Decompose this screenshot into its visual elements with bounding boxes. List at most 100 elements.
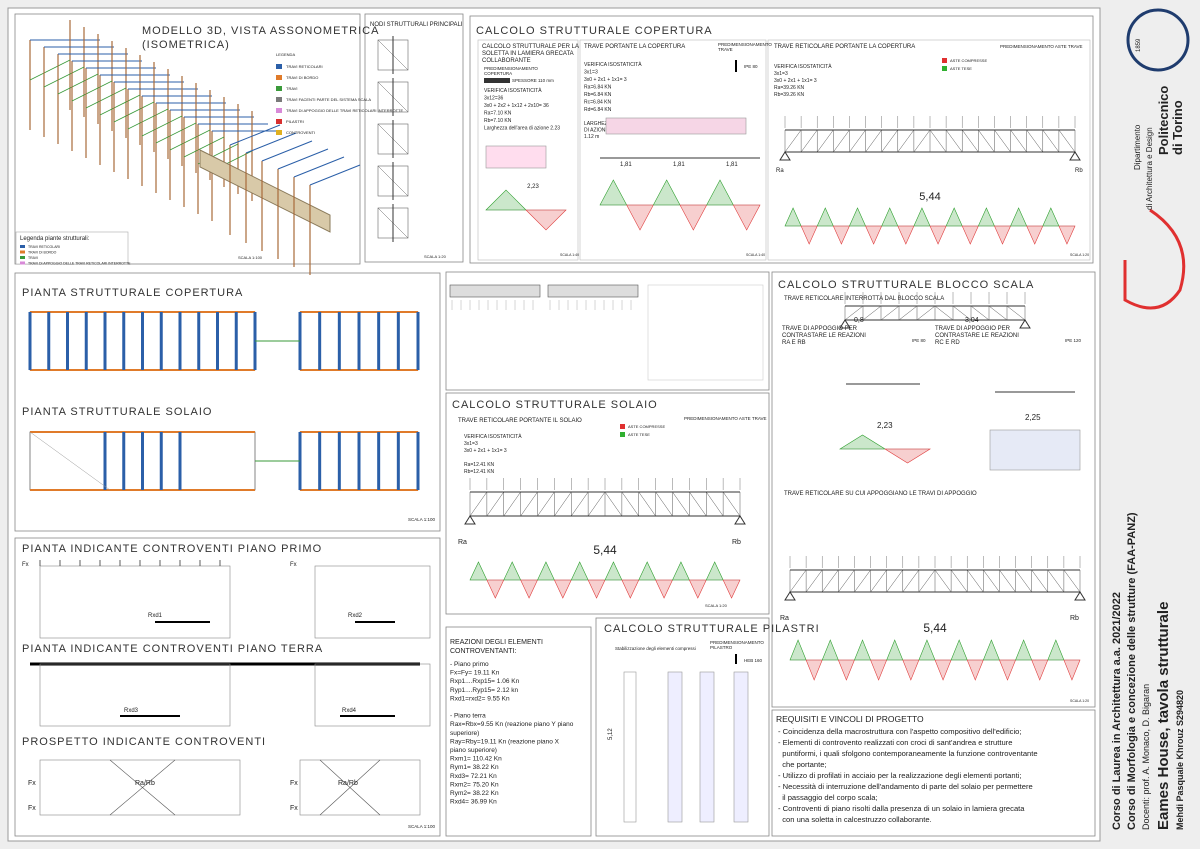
reaction-line: Rxm1= 110.42 Kn — [450, 756, 502, 763]
truss-diagonal — [1026, 129, 1043, 153]
truss-diagonal — [1063, 569, 1081, 593]
side-text: Docenti: prof. A. Monaco, D. Bigaran — [1141, 684, 1151, 830]
beam — [29, 59, 71, 81]
text-line: PREDIMENSIONAMENTO — [484, 66, 538, 71]
beam — [99, 94, 141, 116]
dept-logo — [1123, 208, 1186, 310]
force-diagram — [789, 639, 807, 661]
label: PREDIMENSIONAMENTO ASTE TRAVE — [684, 416, 767, 421]
requirement: - Elementi di controvento realizzati con… — [778, 738, 1012, 747]
sub-title: TRAVE RETICOLARE PORTANTE IL SOLAIO — [458, 418, 582, 424]
truss-diagonal — [988, 305, 1008, 321]
text-line: PREDIMENSIONAMENTO — [710, 640, 764, 645]
label: Ra/Rb — [135, 780, 155, 787]
legend-title: Legenda piante strutturali: — [20, 236, 90, 242]
force-diagram — [520, 579, 538, 599]
deck-section — [449, 284, 541, 298]
force-diagram — [886, 639, 904, 661]
label: IPE 80 — [912, 338, 926, 343]
truss-diagonal — [822, 569, 839, 593]
plan-outline — [314, 565, 431, 639]
panel-bracing — [14, 537, 441, 837]
force-diagram — [655, 579, 673, 599]
legend-swatch — [276, 119, 282, 124]
legend-entry: CONTROVENTI — [286, 130, 315, 135]
elevation — [299, 759, 421, 816]
truss-diagonal — [870, 569, 887, 593]
truss-diagonal — [833, 129, 850, 153]
force-diagram — [865, 225, 883, 245]
sub-panel — [579, 39, 767, 261]
label: Fx — [290, 562, 297, 568]
force-diagram — [486, 579, 505, 599]
label: Fx — [290, 780, 298, 787]
requirement: puntiformi, i quali sfolgono contemporan… — [778, 749, 1038, 758]
truss-diagonal — [1047, 569, 1065, 593]
sub-panel — [767, 39, 1091, 261]
side-text: Eames House, tavola strutturale — [1155, 602, 1172, 830]
force-diagram — [902, 659, 920, 681]
label: PREDIMENSIONAMENTO ASTE TRAVE — [1000, 44, 1083, 49]
force-diagram — [1063, 659, 1081, 681]
force-diagram — [883, 448, 932, 464]
note-block — [647, 284, 764, 381]
label: HEB 160 — [744, 658, 763, 663]
force-diagram — [993, 225, 1012, 245]
shear-diagram — [989, 429, 1081, 471]
requirement: - Coincidenza della macrostruttura con l… — [778, 727, 1022, 736]
label: Ra/Rb — [338, 780, 358, 787]
label: IPE 120 — [1065, 338, 1082, 343]
side-text: Politecnico — [1156, 86, 1171, 155]
legend-swatch — [276, 86, 282, 91]
calc-line: Rb=7.10 KN — [484, 118, 512, 124]
truss-diagonal — [486, 491, 504, 517]
truss-diagonal — [913, 129, 931, 153]
force-diagram — [800, 225, 818, 245]
force-diagram — [945, 207, 963, 227]
cross-brace — [109, 759, 176, 816]
dimension-label: 0,8 — [854, 317, 864, 324]
support — [1069, 151, 1081, 161]
load-diagram — [485, 145, 547, 169]
legend-entry: TRAVI DI BORDO — [28, 251, 57, 255]
dimension-label: 1,81 — [673, 162, 685, 168]
reaction-line: Fx=Fy= 19.11 Kn — [450, 670, 500, 677]
label: SPESSORE 110 mm — [512, 78, 554, 83]
side-text: Dipartimento — [1133, 124, 1142, 170]
truss-diagonal — [1031, 569, 1048, 593]
reaction-line: Rax=Rbx=9.55 Kn (reazione piano Y piano — [450, 721, 574, 728]
truss-diagonal — [865, 129, 882, 153]
legend-swatch — [276, 130, 282, 135]
section-title: CALCOLO STRUTTURALE COPERTURA — [476, 25, 713, 37]
panel-nodes — [364, 13, 464, 263]
beam — [229, 124, 281, 146]
dimension-label: 5,44 — [919, 191, 940, 203]
requirement: che portante; — [778, 760, 827, 769]
calc-line: Rb=39.26 KN — [774, 92, 805, 98]
reaction-line: Rxd3= 72.21 Kn — [450, 773, 497, 780]
legend-box — [15, 231, 129, 265]
beam — [155, 122, 197, 144]
legend-title: LEGENDA — [276, 52, 295, 57]
logo-seal — [1126, 8, 1190, 72]
requirement: con una soletta in calcestruzzo collabor… — [778, 815, 932, 824]
side-text: Corso di Morfologia e concezione delle s… — [1126, 512, 1138, 830]
section-title: PROSPETTO INDICANTE CONTROVENTI — [22, 736, 266, 748]
label: Ra — [776, 168, 784, 174]
label: IPE 80 — [744, 64, 758, 69]
truss-diagonal — [706, 491, 724, 517]
panel-reactions — [445, 626, 592, 837]
truss-diagonal — [849, 129, 866, 153]
cross-brace — [319, 759, 381, 816]
legend-swatch — [276, 64, 282, 69]
label: Fx — [290, 805, 298, 812]
force-diagram — [537, 561, 555, 581]
legend-swatch — [942, 58, 947, 63]
scale-label: SCALA 1:20 — [1070, 253, 1089, 257]
force-diagram — [837, 659, 855, 681]
truss-diagonal — [587, 491, 606, 517]
truss-diagonal — [962, 129, 979, 153]
force-diagram — [621, 579, 640, 599]
truss-diagonal — [854, 569, 871, 593]
